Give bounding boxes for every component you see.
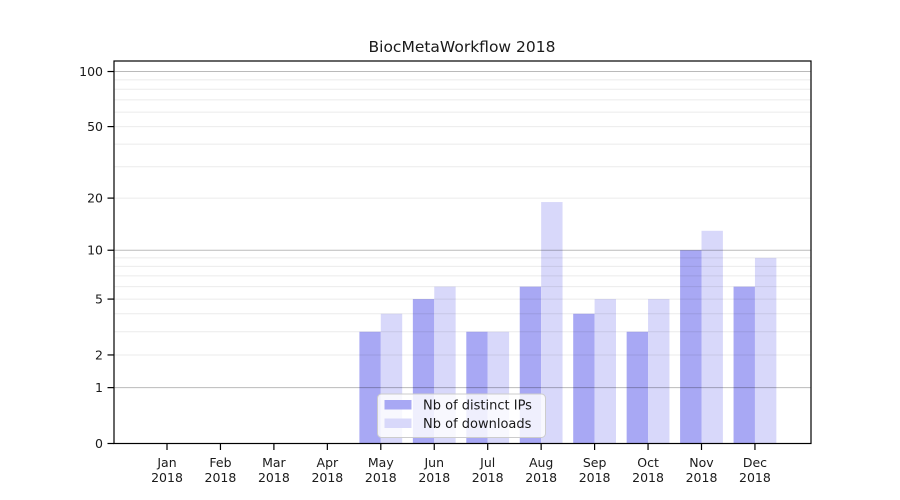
x-tick-label-month-jun: Jun	[423, 455, 444, 470]
bar-downloads-nov	[701, 230, 723, 444]
x-tick-label-year-jun: 2018	[418, 470, 450, 485]
y-tick-label-100: 100	[79, 64, 103, 79]
x-tick-label-year-oct: 2018	[632, 470, 664, 485]
x-tick-label-month-nov: Nov	[689, 455, 714, 470]
bar-downloads-sep	[594, 299, 616, 444]
y-tick-label-5: 5	[95, 291, 103, 306]
gridlines-layer	[114, 71, 811, 389]
x-tick-label-month-jan: Jan	[156, 455, 176, 470]
x-tick-label-year-nov: 2018	[686, 470, 718, 485]
x-tick-label-year-jul: 2018	[472, 470, 504, 485]
x-tick-label-month-mar: Mar	[262, 455, 286, 470]
legend-swatch-downloads	[384, 418, 412, 428]
x-tick-label-year-mar: 2018	[258, 470, 290, 485]
bar-downloads-oct	[648, 299, 670, 444]
x-tick-label-year-dec: 2018	[739, 470, 771, 485]
y-tick-label-50: 50	[87, 119, 103, 134]
y-tick-label-0: 0	[95, 436, 103, 451]
x-tick-label-year-may: 2018	[365, 470, 397, 485]
y-tick-label-10: 10	[87, 243, 103, 258]
x-tick-label-month-sep: Sep	[583, 455, 607, 470]
x-tick-label-month-oct: Oct	[637, 455, 659, 470]
x-tick-label-month-feb: Feb	[209, 455, 231, 470]
bar-ips-dec	[733, 286, 755, 444]
x-tick-label-year-apr: 2018	[311, 470, 343, 485]
legend-label-downloads: Nb of downloads	[423, 417, 532, 432]
y-tick-label-2: 2	[95, 347, 103, 362]
x-tick-label-month-jul: Jul	[479, 455, 495, 470]
x-tick-label-month-may: May	[368, 455, 394, 470]
x-tick-label-year-aug: 2018	[525, 470, 557, 485]
y-tick-label-1: 1	[95, 380, 103, 395]
legend-box	[377, 393, 546, 438]
bar-ips-sep	[573, 313, 595, 444]
plot-frame	[113, 60, 812, 445]
bar-ips-oct	[626, 331, 649, 444]
bar-downloads-dec	[754, 257, 777, 444]
legend-label-ips: Nb of distinct IPs	[423, 399, 532, 414]
y-tick-label-20: 20	[87, 190, 103, 205]
x-tick-label-month-apr: Apr	[317, 455, 339, 470]
bar-ips-nov	[680, 250, 702, 444]
x-tick-label-year-jan: 2018	[151, 470, 183, 485]
x-tick-label-year-sep: 2018	[579, 470, 611, 485]
legend: Nb of distinct IPs Nb of downloads	[377, 393, 546, 438]
x-tick-label-year-feb: 2018	[205, 470, 237, 485]
legend-swatch-ips	[384, 400, 412, 410]
bar-downloads-aug	[541, 202, 563, 444]
bar-ips-may	[359, 331, 381, 444]
x-tick-label-month-aug: Aug	[529, 455, 553, 470]
chart-title: BiocMetaWorkflow 2018	[369, 38, 556, 56]
y-axis: 0 1 2 5 10 20 50 100	[79, 64, 114, 451]
x-tick-label-month-dec: Dec	[743, 455, 767, 470]
x-axis: Jan2018Feb2018Mar2018Apr2018May2018Jun20…	[151, 443, 771, 485]
